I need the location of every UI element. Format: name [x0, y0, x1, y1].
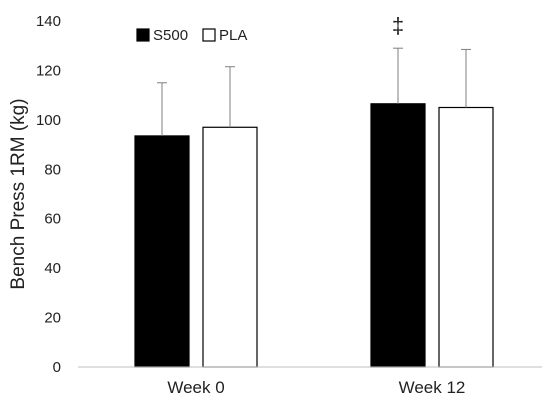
y-tick-label: 60	[44, 211, 61, 228]
error-bars	[157, 47, 471, 136]
bars	[134, 103, 494, 368]
legend-swatch	[136, 28, 150, 42]
bar-pla-week-12	[438, 106, 494, 368]
x-category-label: Week 12	[399, 378, 466, 397]
x-axis-labels: Week 0 Week 12	[167, 378, 465, 397]
y-tick-label: 0	[53, 359, 61, 376]
y-tick-label: 20	[44, 310, 61, 327]
y-tick-label: 100	[36, 112, 61, 129]
y-tick-label: 40	[44, 260, 61, 277]
legend: S500 PLA	[136, 27, 247, 44]
bar-s500-week-12	[370, 103, 426, 368]
y-axis-label: Bench Press 1RM (kg)	[8, 98, 29, 289]
legend-swatch	[202, 28, 216, 42]
annotations: ‡	[392, 13, 404, 38]
x-category-label: Week 0	[167, 378, 224, 397]
legend-label: PLA	[219, 27, 247, 44]
legend-label: S500	[153, 27, 188, 44]
y-tick-label: 120	[36, 62, 61, 79]
y-tick-label: 80	[44, 161, 61, 178]
bar-pla-week-0	[202, 126, 258, 368]
y-tick-label: 140	[36, 13, 61, 30]
y-axis-ticks: 0 20 40 60 80 100 120 140	[36, 13, 61, 376]
bar-s500-week-0	[134, 135, 190, 368]
significance-marker: ‡	[392, 13, 404, 38]
